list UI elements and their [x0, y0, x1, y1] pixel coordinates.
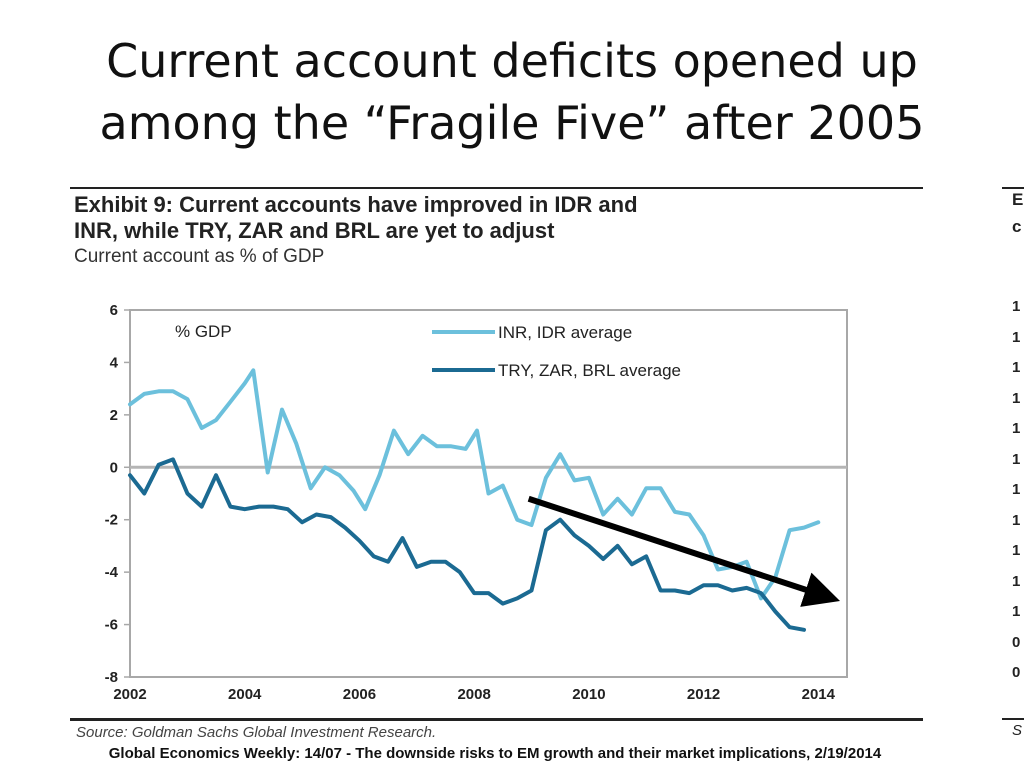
clipped-tick-char: 1 — [1012, 511, 1021, 529]
trend-arrow — [527, 495, 841, 607]
exhibit-subtitle: Current account as % of GDP — [74, 246, 325, 267]
x-tick-label: 2012 — [687, 686, 720, 703]
x-tick-label: 2006 — [343, 686, 376, 703]
y-tick-label: 0 — [110, 459, 118, 476]
clipped-tick-char: 0 — [1012, 633, 1021, 651]
legend-label: INR, IDR average — [498, 323, 632, 342]
x-tick-label: 2008 — [457, 686, 490, 703]
series-line-try-zar-brl — [128, 457, 806, 632]
clipped-tick-char: 1 — [1012, 389, 1021, 407]
slide-title-line-2: among the “Fragile Five” after 2005 — [99, 96, 925, 150]
x-tick-label: 2014 — [802, 686, 836, 703]
exhibit-title-line-2: INR, while TRY, ZAR and BRL are yet to a… — [74, 218, 555, 243]
y-tick-label: -4 — [105, 564, 119, 581]
y-tick-label: -6 — [105, 617, 118, 634]
y-tick-label: -2 — [105, 512, 118, 529]
clipped-top-rule — [1002, 187, 1024, 189]
clipped-source-rule — [1002, 718, 1024, 720]
x-tick-label: 2004 — [228, 686, 262, 703]
y-unit-label: % GDP — [175, 322, 232, 341]
series-line-inr-idr — [128, 368, 821, 601]
clipped-tick-char: 0 — [1012, 664, 1021, 681]
slide-footer: Global Economics Weekly: 14/07 - The dow… — [108, 745, 882, 762]
legend-label: TRY, ZAR, BRL average — [498, 361, 681, 380]
clipped-heading-char-2: c — [1012, 217, 1022, 236]
y-tick-label: 2 — [110, 407, 118, 424]
clipped-source-char: S — [1012, 722, 1023, 739]
clipped-tick-char: 1 — [1012, 298, 1021, 315]
exhibit-top-rule — [70, 187, 923, 189]
clipped-tick-char: 1 — [1012, 328, 1021, 346]
clipped-tick-char: 1 — [1012, 359, 1021, 376]
source-note: Source: Goldman Sachs Global Investment … — [76, 724, 437, 741]
x-tick-label: 2010 — [572, 686, 605, 703]
exhibit-title-line-1: Exhibit 9: Current accounts have improve… — [74, 192, 638, 217]
slide-title: Current account deficits opened up among… — [0, 30, 1024, 154]
exhibit-title: Exhibit 9: Current accounts have improve… — [74, 192, 638, 244]
slide-title-line-1: Current account deficits opened up — [106, 34, 918, 88]
clipped-tick-char: 1 — [1012, 481, 1021, 498]
clipped-adjacent-exhibit: E c 1 1 1 1 1 1 1 1 1 1 1 0 0 S — [1002, 180, 1024, 740]
y-tick-label: 4 — [110, 354, 119, 371]
clipped-tick-char: 1 — [1012, 450, 1021, 468]
y-tick-label: 6 — [110, 302, 118, 319]
x-tick-label: 2002 — [113, 686, 146, 703]
y-tick-label: -8 — [105, 669, 118, 686]
clipped-tick-char: 1 — [1012, 542, 1021, 559]
clipped-tick-char: 1 — [1012, 603, 1021, 620]
source-rule — [70, 718, 923, 721]
clipped-heading-char-1: E — [1012, 190, 1024, 209]
clipped-tick-char: 1 — [1012, 420, 1021, 437]
clipped-tick-char: 1 — [1012, 572, 1021, 590]
